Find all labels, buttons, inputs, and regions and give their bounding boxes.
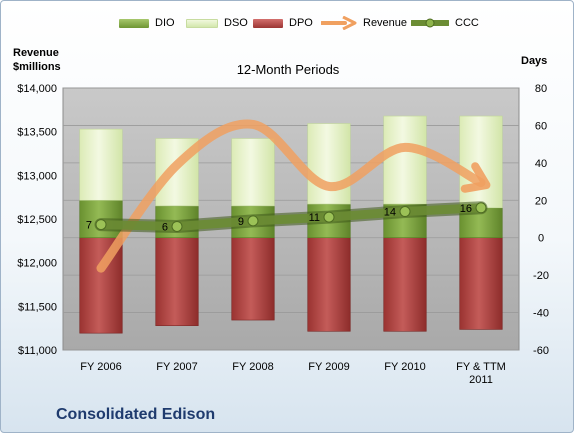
ccc-data-label: 11 [309, 212, 320, 224]
left-axis-tick-label: $13,500 [17, 127, 57, 139]
bar-dpo [383, 237, 427, 332]
left-axis-title: Revenue $millions [13, 46, 61, 74]
left-axis-tick-label: $12,500 [17, 214, 57, 226]
legend: DIO DSO DPO Revenue CCC [1, 13, 573, 33]
legend-item-dpo: DPO [253, 13, 313, 33]
x-axis-tick-label: FY & TTM [456, 361, 506, 373]
x-axis-tick-label: FY 2007 [156, 361, 197, 373]
left-axis-title-line2: $millions [13, 61, 61, 73]
bar-dpo [307, 237, 351, 332]
right-axis-tick-label: 20 [535, 195, 547, 207]
ccc-data-label: 7 [86, 220, 92, 232]
bar-dso [307, 123, 351, 205]
ccc-data-label: 16 [460, 203, 472, 215]
legend-ccc-marker-icon [411, 18, 449, 28]
ccc-data-label: 6 [162, 221, 168, 233]
x-axis-tick-label: FY 2010 [384, 361, 425, 373]
right-axis-tick-label: 40 [535, 158, 547, 170]
left-axis-tick-label: $11,000 [18, 345, 57, 357]
x-axis-tick-label: FY 2006 [80, 361, 121, 373]
legend-label-revenue: Revenue [363, 17, 408, 29]
legend-item-revenue: Revenue [321, 13, 407, 33]
legend-item-ccc: CCC [411, 13, 479, 33]
legend-label-dpo: DPO [289, 17, 313, 29]
bar-dpo [155, 237, 199, 326]
legend-swatch-dpo [253, 18, 283, 28]
right-axis-tick-label: 60 [535, 120, 547, 132]
bar-dpo [459, 237, 503, 330]
company-name: Consolidated Edison [56, 406, 216, 423]
legend-swatch-dso [186, 18, 218, 28]
legend-label-dso: DSO [224, 17, 248, 29]
ccc-point [95, 219, 107, 231]
right-axis-tick-label: 80 [535, 83, 547, 95]
right-axis-tick-label: -40 [533, 308, 549, 320]
legend-label-ccc: CCC [455, 17, 479, 29]
legend-swatch-dio [119, 18, 149, 28]
bar-dso [383, 115, 427, 205]
left-axis-tick-label: $13,000 [17, 170, 57, 182]
legend-label-dio: DIO [155, 17, 175, 29]
revenue-arrowhead [460, 162, 491, 193]
right-axis-tick-label: -60 [533, 345, 549, 357]
ccc-point [323, 211, 335, 223]
legend-item-dso: DSO [186, 13, 248, 33]
left-axis-tick-label: $12,000 [17, 258, 57, 270]
ccc-line [96, 203, 486, 231]
ccc-point [399, 206, 411, 218]
left-axis-title-line1: Revenue [13, 47, 59, 59]
bar-dpo [231, 237, 275, 321]
left-axis-tick-label: $14,000 [17, 83, 57, 95]
x-axis-tick-label: FY 2009 [308, 361, 349, 373]
legend-arrow-icon [321, 16, 357, 30]
legend-item-dio: DIO [119, 13, 175, 33]
bar-dso [231, 138, 275, 207]
x-axis-tick-label: FY 2008 [232, 361, 273, 373]
right-axis-tick-label: 0 [538, 233, 544, 245]
ccc-point [171, 220, 183, 232]
ccc-point [247, 215, 259, 227]
ccc-data-label: 9 [238, 216, 244, 228]
x-axis-tick-label: 2011 [469, 374, 493, 386]
right-axis-title: Days [521, 55, 548, 67]
bar-dso [79, 128, 123, 201]
left-axis-tick-label: $11,500 [18, 301, 57, 313]
bar-dso [459, 115, 503, 209]
right-axis-tick-label: -20 [533, 270, 549, 282]
ccc-data-label: 14 [384, 207, 396, 219]
ccc-point [475, 202, 487, 214]
chart-subtitle: 12-Month Periods [236, 62, 340, 77]
revenue-line [96, 119, 486, 273]
